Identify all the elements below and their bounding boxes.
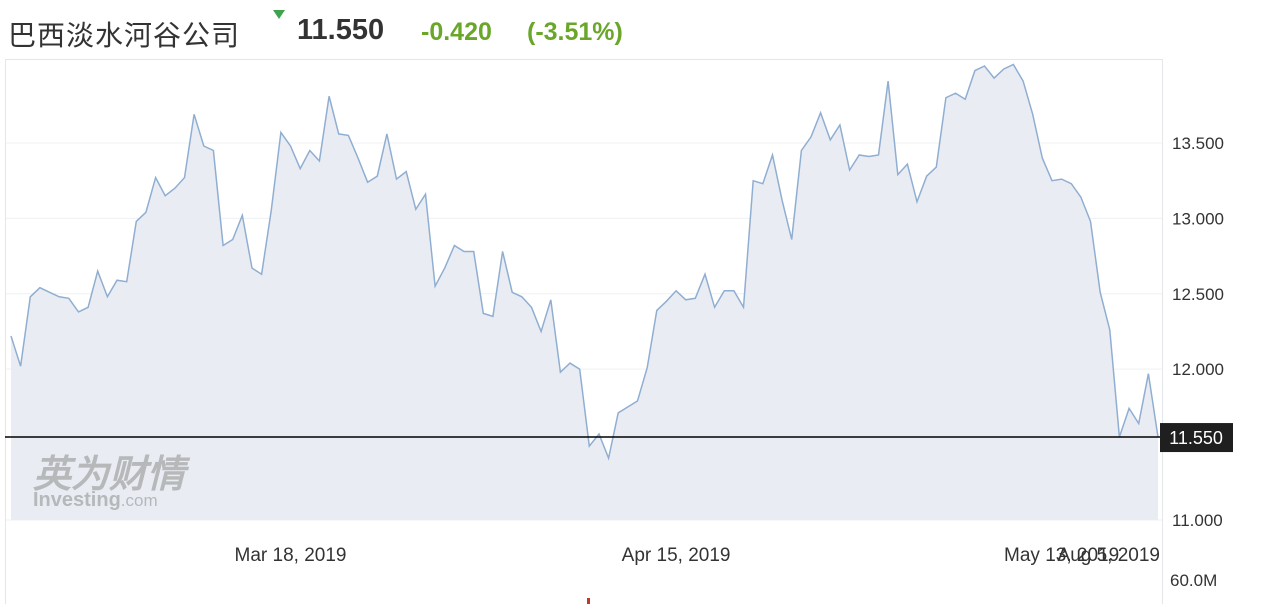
- y-tick-label: 13.000: [1172, 209, 1224, 228]
- y-tick-label: 11.000: [1172, 511, 1223, 530]
- last-price: 11.550: [297, 14, 385, 46]
- y-tick-label: 12.000: [1172, 360, 1224, 379]
- price-change-percent: (-3.51%): [527, 18, 623, 46]
- watermark-suffix: .com: [121, 491, 158, 510]
- watermark: 英为财情 Investing.com: [33, 454, 191, 511]
- quote-header: 巴西淡水河谷公司 11.550 -0.420 (-3.51%): [0, 0, 1282, 60]
- price-change: -0.420: [421, 18, 492, 46]
- x-tick-label: Mar 18, 2019: [235, 545, 347, 566]
- y-tick-label: 13.500: [1172, 134, 1224, 153]
- y-axis: 11.000 12.000 12.500 13.000 13.500: [1172, 134, 1224, 530]
- volume-label: 60.0M: [1170, 571, 1217, 590]
- current-price-badge-bg: [1160, 423, 1233, 453]
- y-tick-label: 12.500: [1172, 285, 1224, 304]
- x-tick-label: May 13, 2019: [1004, 545, 1119, 566]
- instrument-name: 巴西淡水河谷公司: [8, 19, 241, 52]
- watermark-cn: 英为财情: [33, 454, 191, 496]
- volume-bar: [587, 598, 590, 604]
- x-tick-label: Aug 5, 2019: [1058, 545, 1160, 566]
- current-price-badge-text: 11.550: [1169, 428, 1223, 448]
- current-price-badge: 11.550: [1160, 423, 1233, 453]
- series-line: [10, 63, 1159, 461]
- watermark-en: Investing.com: [33, 489, 158, 511]
- triangle-down-icon: [273, 10, 285, 19]
- x-tick-label: Apr 15, 2019: [622, 545, 731, 566]
- series-area: [11, 64, 1158, 520]
